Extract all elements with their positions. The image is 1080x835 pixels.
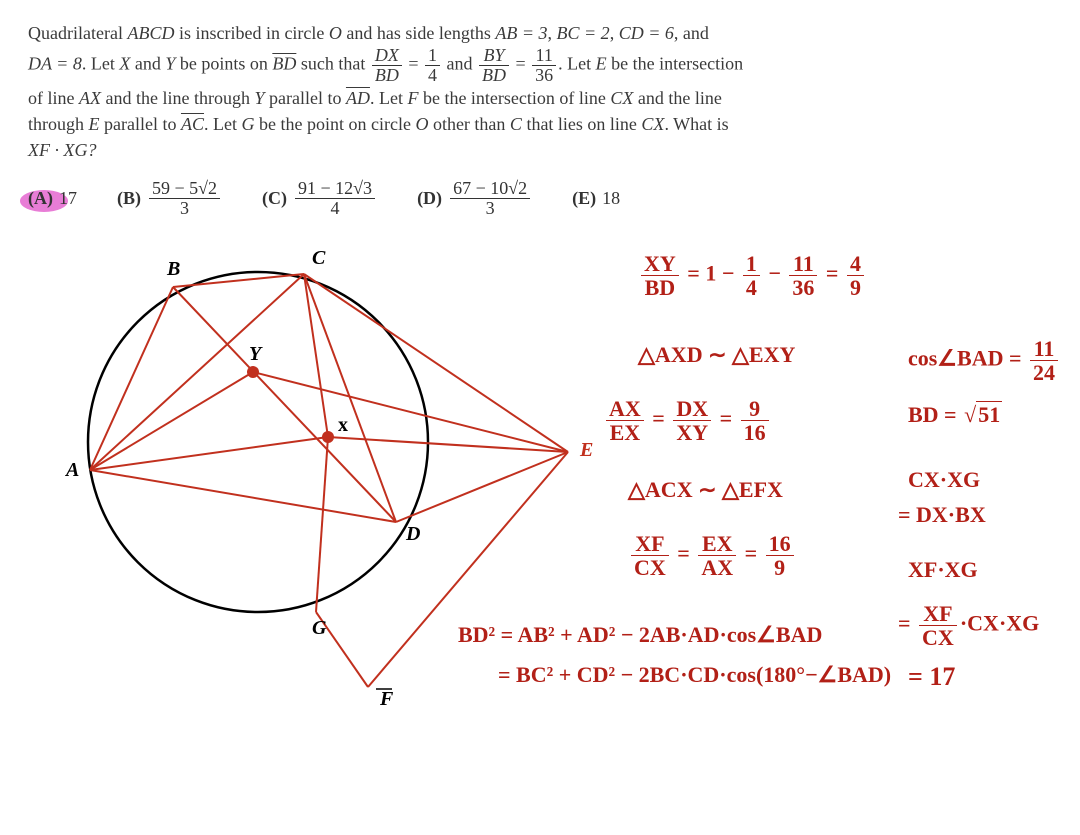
svg-text:D: D <box>405 523 420 545</box>
svg-text:C: C <box>312 247 326 269</box>
svg-text:F: F <box>379 688 394 710</box>
eq-cx-xg: CX·XG <box>908 467 980 493</box>
eq-answer: = 17 <box>908 662 955 692</box>
eq-sim2: △ACX ∼ △EFX <box>628 477 783 503</box>
eq-ax-ex: AXEX = DXXY = 916 <box>603 397 772 444</box>
eq-xf-cx: XFCX = EXAX = 169 <box>628 532 797 579</box>
eq-bd-sq2: = BC² + CD² − 2BC·CD·cos(180°−∠BAD) <box>498 662 891 688</box>
eq-sim1: △AXD ∼ △EXY <box>638 342 795 368</box>
eq-bd-val: BD = 51 <box>908 402 1002 428</box>
svg-text:Y: Y <box>249 343 263 365</box>
choice-b[interactable]: (B) 59 − 5√23 <box>117 179 222 218</box>
eq-expand: = XFCX·CX·XG <box>898 602 1039 649</box>
choice-e[interactable]: (E) 18 <box>572 188 620 209</box>
eq-dx-bx: = DX·BX <box>898 502 986 528</box>
eq-cos-bad: cos∠BAD = 1124 <box>908 337 1061 384</box>
geometry-diagram: A B C D Yx E G F <box>28 242 608 722</box>
svg-text:G: G <box>312 617 327 639</box>
work-area: A B C D Yx E G F XYBD = 1 − 14 − 1136 = 49 △AXD… <box>28 242 1052 802</box>
choice-a[interactable]: (A) 17 <box>28 188 77 209</box>
svg-text:E: E <box>579 439 593 461</box>
eq-xy-bd: XYBD = 1 − 14 − 1136 = 49 <box>638 252 867 299</box>
problem-statement: Quadrilateral ABCD is inscribed in circl… <box>28 20 1052 163</box>
svg-text:x: x <box>338 414 348 436</box>
eq-bd-sq1: BD² = AB² + AD² − 2AB·AD·cos∠BAD <box>458 622 822 648</box>
eq-xf-xg: XF·XG <box>908 557 978 583</box>
svg-text:A: A <box>64 459 79 481</box>
answer-choices: (A) 17 (B) 59 − 5√23 (C) 91 − 12√34 (D) … <box>28 179 1052 218</box>
svg-text:B: B <box>166 258 180 280</box>
choice-c[interactable]: (C) 91 − 12√34 <box>262 179 377 218</box>
choice-d[interactable]: (D) 67 − 10√23 <box>417 179 532 218</box>
